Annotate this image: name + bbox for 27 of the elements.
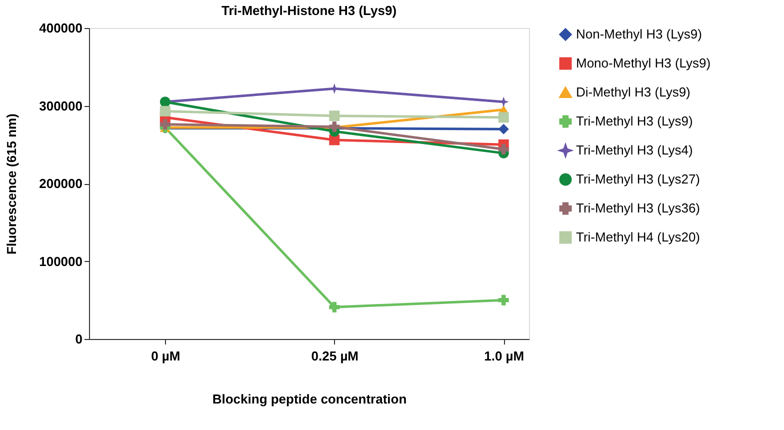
y-tick-label: 0 [75, 332, 82, 346]
legend-label: Non-Methyl H3 (Lys9) [576, 26, 702, 42]
chart-title: Tri-Methyl-Histone H3 (Lys9) [221, 3, 397, 18]
legend-label: Di-Methyl H3 (Lys9) [576, 84, 690, 100]
point [329, 110, 340, 122]
point [160, 119, 170, 130]
x-tick-label: 1.0 µM [484, 348, 524, 364]
legend-label: Tri-Methyl H4 (Lys20) [576, 230, 700, 244]
y-tick-label: 100000 [39, 254, 82, 269]
point [160, 106, 170, 116]
point [498, 144, 509, 155]
legend-label: Tri-Methyl H3 (Lys27) [576, 172, 700, 186]
y-axis-title: Fluorescence (615 nm) [4, 114, 20, 254]
point [498, 124, 509, 134]
legend-label: Mono-Methyl H3 (Lys9) [576, 56, 711, 70]
y-tick-label: 400000 [39, 20, 82, 36]
x-tick-label: 0 µM [151, 348, 180, 364]
legend-label: Tri-Methyl H3 (Lys9) [576, 114, 693, 128]
point [498, 294, 509, 306]
y-tick-label: 300000 [39, 98, 82, 114]
point [498, 112, 509, 123]
legend-label: Tri-Methyl H3 (Lys4) [576, 142, 693, 158]
point [329, 302, 340, 312]
y-tick-label: 200000 [39, 176, 82, 191]
x-tick-label: 0.25 µM [311, 348, 358, 364]
legend-label: Tri-Methyl H3 (Lys36) [576, 200, 700, 216]
x-axis-title: Blocking peptide concentration [212, 392, 407, 406]
